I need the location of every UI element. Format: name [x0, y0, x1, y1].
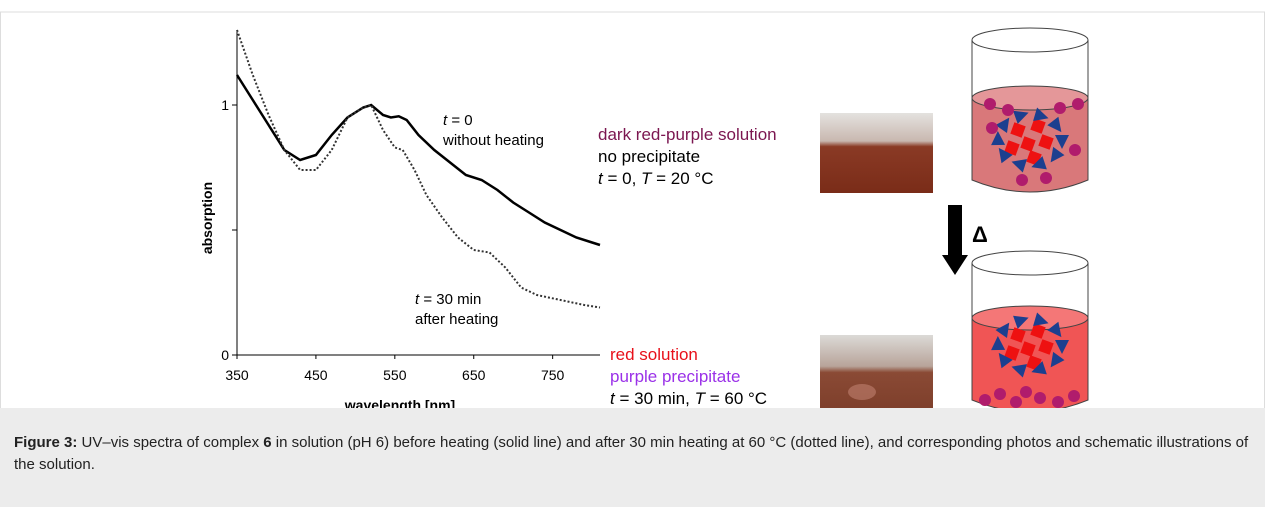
annotation: t = 0: [443, 112, 473, 129]
purple-precipitate: [1010, 396, 1022, 408]
text-segment: = 20 °C: [651, 169, 713, 188]
annotation: after heating: [415, 311, 498, 328]
annotation: without heating: [442, 132, 544, 149]
state-label: t = 0, T = 20 °C: [598, 169, 714, 188]
photo: [820, 335, 933, 408]
purple-particle: [984, 98, 996, 110]
x-tick-label: 750: [541, 367, 565, 383]
x-tick-label: 550: [383, 367, 407, 383]
figure: Δ 0 1 350 450 550 650 750 absorption wavelength …: [0, 0, 1265, 507]
figure-graphics: Δ 0 1 350 450 550 650 750 absorption wavelength …: [0, 0, 1265, 408]
purple-particle: [1054, 102, 1066, 114]
state-label: purple precipitate: [610, 367, 740, 386]
text-segment: red solution: [610, 345, 698, 364]
photo: [820, 113, 933, 193]
purple-precipitate: [1034, 392, 1046, 404]
caption-segment: UV–vis spectra of complex: [77, 434, 263, 451]
text-segment: dark red-purple solution: [598, 125, 777, 144]
purple-precipitate: [994, 388, 1006, 400]
series-line: [237, 30, 600, 308]
text-segment: no precipitate: [598, 147, 700, 166]
x-tick-label: 650: [462, 367, 486, 383]
arrow: [942, 205, 968, 275]
annotation: t = 30 min: [415, 291, 481, 308]
state-label: t = 30 min, T = 60 °C: [610, 389, 767, 408]
y-tick-label: 0: [221, 347, 229, 363]
purple-precipitate: [1052, 396, 1064, 408]
text-segment: = 0: [447, 112, 472, 129]
caption-segment: 6: [263, 434, 271, 451]
photo-precipitate: [848, 384, 876, 400]
purple-precipitate: [1020, 386, 1032, 398]
text-segment: = 60 °C: [705, 389, 767, 408]
purple-particle: [986, 122, 998, 134]
caption-segment: Figure 3:: [14, 434, 77, 451]
text-segment: = 0,: [603, 169, 641, 188]
purple-particle: [1040, 172, 1052, 184]
purple-particle: [1072, 98, 1084, 110]
caption: Figure 3: UV–vis spectra of complex 6 in…: [0, 408, 1265, 507]
x-axis-label: wavelength [nm]: [344, 397, 455, 408]
purple-particle: [1069, 144, 1081, 156]
y-axis-label: absorption: [199, 182, 215, 254]
text-segment: purple precipitate: [610, 367, 740, 386]
state-label: no precipitate: [598, 147, 700, 166]
state-label: red solution: [610, 345, 698, 364]
purple-particle: [1002, 104, 1014, 116]
purple-particle: [1016, 174, 1028, 186]
x-tick-label: 350: [225, 367, 249, 383]
text-segment: = 30 min: [419, 291, 481, 308]
beaker: [972, 251, 1088, 408]
x-tick-label: 450: [304, 367, 328, 383]
purple-precipitate: [1068, 390, 1080, 402]
y-tick-label: 1: [221, 97, 229, 113]
state-label: dark red-purple solution: [598, 125, 777, 144]
text-segment: = 30 min,: [615, 389, 695, 408]
beaker: [972, 28, 1088, 192]
delta-label: Δ: [972, 222, 988, 247]
text-segment: without heating: [442, 132, 544, 149]
purple-precipitate: [979, 394, 991, 406]
text-segment: after heating: [415, 311, 498, 328]
